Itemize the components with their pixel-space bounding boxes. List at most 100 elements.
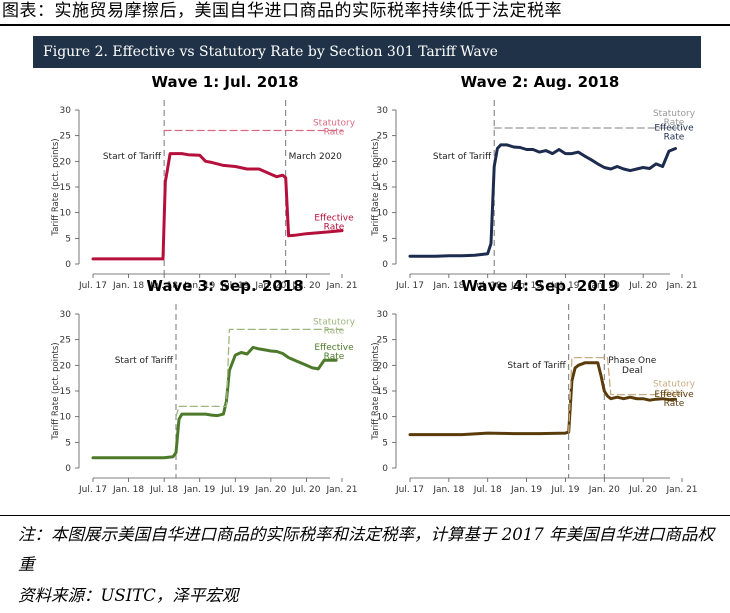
y-tick-label: 5 [382,234,388,244]
x-tick-label: Jul. 20 [628,485,657,495]
y-tick-label: 30 [377,106,389,116]
y-tick-label: 25 [60,132,71,142]
y-tick-label: 0 [65,260,71,270]
x-tick-label: Jul. 19 [220,281,249,291]
y-tick-label: 25 [60,336,71,346]
x-tick-label: Jan. 18 [432,281,464,291]
effective-label: Rate [664,399,685,409]
statutory-label: Statutory [653,109,696,119]
phase-one-label: Phase One [608,356,657,366]
y-tick-label: 30 [60,310,72,320]
x-tick-label: Jan. 19 [510,485,542,495]
effective-rate-line [408,143,677,258]
x-tick-label: Jan. 19 [510,281,542,291]
statutory-label: Rate [664,118,685,128]
statutory-label: Rate [324,128,345,138]
x-tick-label: Jan. 19 [183,485,215,495]
title-rule [0,24,730,26]
x-tick-label: Jul. 20 [291,485,320,495]
x-tick-label: Jan. 20 [588,281,620,291]
x-tick-label: Jan. 18 [112,281,144,291]
y-tick-label: 20 [60,361,72,371]
effective-label: Effective [654,124,694,134]
y-tick-label: 20 [377,361,389,371]
page-title: 图表：实施贸易摩擦后，美国自华进口商品的实际税率持续低于法定税率 [2,1,562,21]
y-tick-label: 5 [65,234,71,244]
y-axis-label: Tariff Rate (pct. points) [371,138,381,236]
effective-rate-line [408,361,677,437]
x-tick-label: Jul. 17 [78,485,107,495]
y-tick-label: 20 [60,157,72,167]
y-axis-label: Tariff Rate (pct. points) [51,138,61,236]
x-tick-label: Jul. 17 [78,281,107,291]
chart-panels: Wave 1: Jul. 2018 0 5 10 15 20 25 30 Tariff Rate… [51,73,698,495]
x-tick-label: Jan. 21 [665,485,697,495]
x-tick-label: Jan. 18 [432,485,464,495]
x-tick-label: Jul. 20 [628,281,657,291]
y-tick-label: 10 [60,413,72,423]
statutory-label: Rate [324,326,345,336]
statutory-label: Statutory [313,119,356,129]
y-tick-label: 5 [65,438,71,448]
x-tick-label: Jul. 19 [220,485,249,495]
y-tick-label: 15 [377,387,388,397]
start-of-tariff-label: Start of Tariff [507,361,566,371]
x-tick-label: Jul. 19 [550,281,579,291]
statutory-rate-line [568,356,683,433]
y-tick-label: 0 [382,260,388,270]
panel-title: Wave 2: Aug. 2018 [461,73,620,91]
y-axis-label: Tariff Rate (pct. points) [51,342,61,440]
y-tick-label: 15 [377,183,388,193]
x-tick-label: Jan. 20 [588,485,620,495]
y-axis-label: Tariff Rate (pct. points) [371,342,381,440]
panel-title: Wave 4: Sep. 2019 [461,277,618,295]
start-of-tariff-label: Start of Tariff [433,152,492,162]
chart-note: 注：本图展示美国自华进口商品的实际税率和法定税率，计算基于 2017 年美国自华… [18,525,714,574]
start-of-tariff-label: Start of Tariff [115,356,174,366]
y-tick-label: 30 [60,106,72,116]
x-tick-label: Jul. 18 [473,485,502,495]
phase-one-label: Deal [622,366,642,376]
x-tick-label: Jul. 19 [550,485,579,495]
x-tick-label: Jul. 17 [395,281,424,291]
x-tick-label: Jan. 18 [112,485,144,495]
figure-header: Figure 2. Effective vs Statutory Rate by… [33,36,701,68]
y-tick-label: 25 [377,132,388,142]
start-of-tariff-label: Start of Tariff [103,152,162,162]
effective-label: Effective [314,343,354,353]
y-tick-label: 15 [60,387,71,397]
panel-title: Wave 3: Sep. 2018 [146,277,303,295]
statutory-label: Statutory [313,317,356,327]
x-tick-label: Jul. 18 [149,281,178,291]
x-tick-label: Jan. 20 [254,485,286,495]
effective-rate-line [91,345,338,460]
effective-label: Effective [654,390,694,400]
x-tick-label: Jan. 21 [665,281,697,291]
y-tick-label: 0 [65,464,71,474]
statutory-rate-line [175,328,343,418]
y-tick-label: 0 [382,464,388,474]
y-tick-label: 30 [377,310,389,320]
y-tick-label: 10 [377,209,389,219]
x-tick-label: Jul. 18 [473,281,502,291]
x-tick-label: Jan. 21 [325,485,357,495]
statutory-label: Rate [664,389,685,399]
x-tick-label: Jan. 19 [183,281,215,291]
y-tick-label: 15 [60,183,71,193]
x-tick-label: Jul. 18 [149,485,178,495]
y-tick-label: 5 [382,438,388,448]
y-tick-label: 20 [377,157,389,167]
effective-label: Rate [664,133,685,143]
effective-label: Rate [324,352,345,362]
effective-label: Effective [314,214,354,224]
march-2020-label: March 2020 [289,152,342,162]
note-rule [0,515,730,516]
panel-title: Wave 1: Jul. 2018 [151,73,298,91]
x-tick-label: Jan. 20 [254,281,286,291]
y-tick-label: 10 [377,413,389,423]
x-tick-label: Jan. 21 [325,281,357,291]
x-tick-label: Jul. 20 [291,281,320,291]
effective-rate-line [91,152,344,261]
y-tick-label: 10 [60,209,72,219]
chart-source: 资料来源：USITC，泽平宏观 [18,586,239,605]
